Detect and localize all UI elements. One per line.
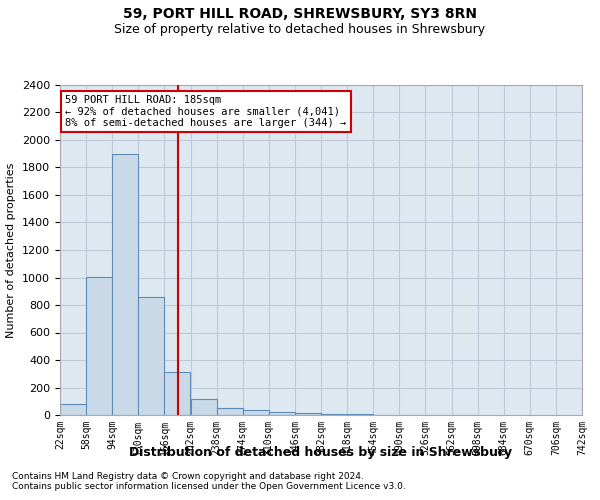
- Bar: [112, 154, 138, 415]
- Bar: [86, 277, 112, 415]
- Bar: [217, 408, 242, 415]
- Bar: [242, 410, 269, 415]
- Bar: [321, 414, 347, 415]
- Text: 59, PORT HILL ROAD, SHREWSBURY, SY3 8RN: 59, PORT HILL ROAD, SHREWSBURY, SY3 8RN: [123, 8, 477, 22]
- Bar: [347, 414, 373, 415]
- Y-axis label: Number of detached properties: Number of detached properties: [7, 162, 16, 338]
- Text: Distribution of detached houses by size in Shrewsbury: Distribution of detached houses by size …: [130, 446, 512, 459]
- Text: Contains HM Land Registry data © Crown copyright and database right 2024.: Contains HM Land Registry data © Crown c…: [12, 472, 364, 481]
- Text: Size of property relative to detached houses in Shrewsbury: Size of property relative to detached ho…: [115, 22, 485, 36]
- Bar: [295, 413, 321, 415]
- Text: 59 PORT HILL ROAD: 185sqm
← 92% of detached houses are smaller (4,041)
8% of sem: 59 PORT HILL ROAD: 185sqm ← 92% of detac…: [65, 95, 346, 128]
- Text: Contains public sector information licensed under the Open Government Licence v3: Contains public sector information licen…: [12, 482, 406, 491]
- Bar: [269, 412, 295, 415]
- Bar: [139, 296, 164, 415]
- Bar: [191, 398, 217, 415]
- Bar: [60, 404, 86, 415]
- Bar: [164, 372, 190, 415]
